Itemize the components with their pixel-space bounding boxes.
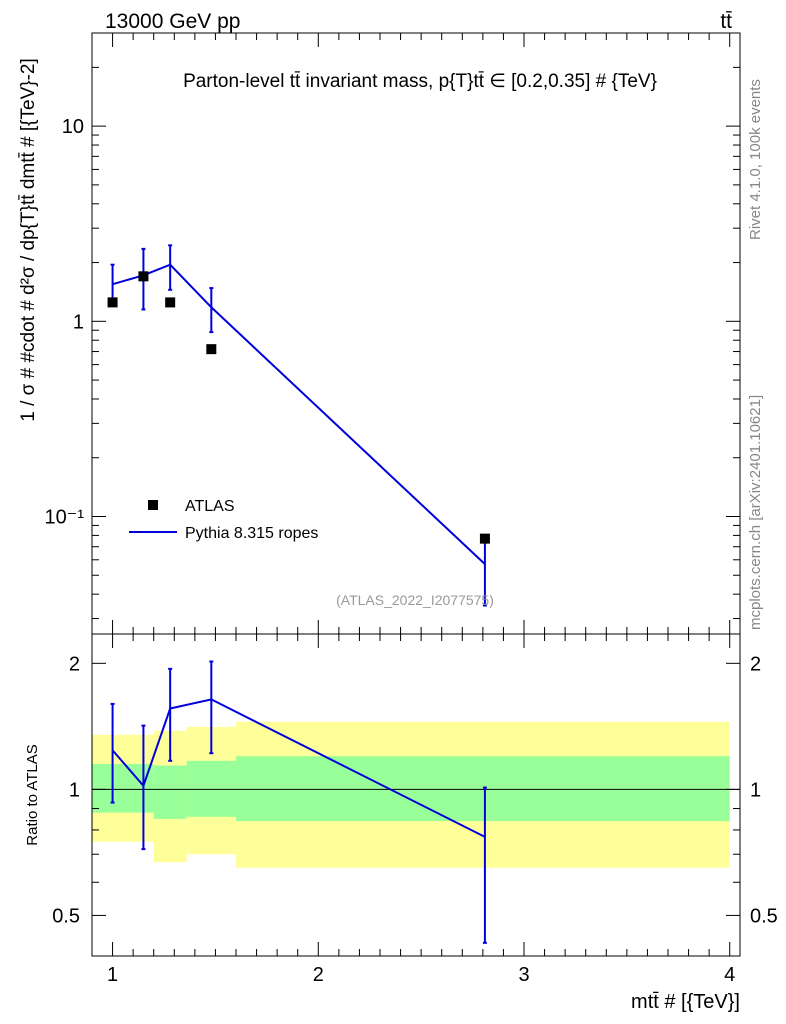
x-tick-label: 3 <box>518 964 529 986</box>
ratio-uncertainty-bands <box>92 721 730 868</box>
ratio-inner-band <box>186 760 236 817</box>
header-energy: 13000 GeV pp <box>105 10 240 33</box>
ratio-frame <box>91 633 741 957</box>
ratio-inner-band <box>92 763 154 813</box>
ratio-y-tick-label: 2 <box>69 653 80 675</box>
main-title: Parton-level tt̄ invariant mass, p{T}tt̄… <box>183 71 657 92</box>
atlas-data-point <box>138 271 149 282</box>
main-panel: 10⁻¹ 1 10 Parton-level tt̄ invariant mass,… <box>18 32 741 635</box>
main-frame <box>91 32 741 635</box>
ratio-y-axis-label: Ratio to ATLAS <box>24 744 41 845</box>
main-y-axis-label: 1 / σ # #cdot # d²σ / dp{T}tt̄ dmtt̄ # [… <box>18 58 39 422</box>
legend-atlas-marker <box>148 500 158 510</box>
legend: ATLAS Pythia 8.315 ropes <box>129 498 318 542</box>
legend-pythia-label: Pythia 8.315 ropes <box>185 525 318 542</box>
ratio-y-tick-label-right: 1 <box>750 779 761 801</box>
ratio-inner-band <box>236 756 730 822</box>
ratio-series-line <box>111 698 486 838</box>
ratio-inner-band <box>153 765 187 819</box>
rivet-version-label: Rivet 4.1.0, 100k events <box>747 79 764 240</box>
analysis-reference: (ATLAS_2022_I2077575) <box>336 592 494 608</box>
x-tick-label: 4 <box>724 964 735 986</box>
main-y-tick-label: 10 <box>62 116 84 138</box>
main-data-layer <box>107 244 490 607</box>
ratio-y-tick-label: 0.5 <box>52 905 80 927</box>
header-process: tt̄ <box>720 10 732 33</box>
atlas-data-point <box>165 297 176 308</box>
ratio-y-tick-label-right: 0.5 <box>750 905 778 927</box>
ratio-y-tick-label: 1 <box>69 779 80 801</box>
ratio-data-layer <box>110 660 487 944</box>
ratio-panel: 0.5 0.5 1 1 2 2 1 2 3 4 Ratio to ATLAS mtt̄ # [{T… <box>24 633 778 1013</box>
main-y-tick-label: 10⁻¹ <box>45 506 85 528</box>
atlas-data-point <box>479 533 490 544</box>
legend-atlas-label: ATLAS <box>185 498 235 515</box>
x-tick-label: 2 <box>313 964 324 986</box>
pythia-series-line <box>112 263 486 565</box>
mcplots-source-label: mcplots.cern.ch [arXiv:2401.10621] <box>747 395 764 630</box>
x-tick-label: 1 <box>107 964 118 986</box>
ratio-y-tick-label-right: 2 <box>750 653 761 675</box>
atlas-data-point <box>107 297 118 308</box>
main-y-tick-label: 1 <box>73 311 84 333</box>
x-axis-label: mtt̄ # [{TeV}] <box>631 991 740 1013</box>
atlas-data-point <box>206 344 217 355</box>
main-axis-ticks: 10⁻¹ 1 10 <box>45 32 740 634</box>
